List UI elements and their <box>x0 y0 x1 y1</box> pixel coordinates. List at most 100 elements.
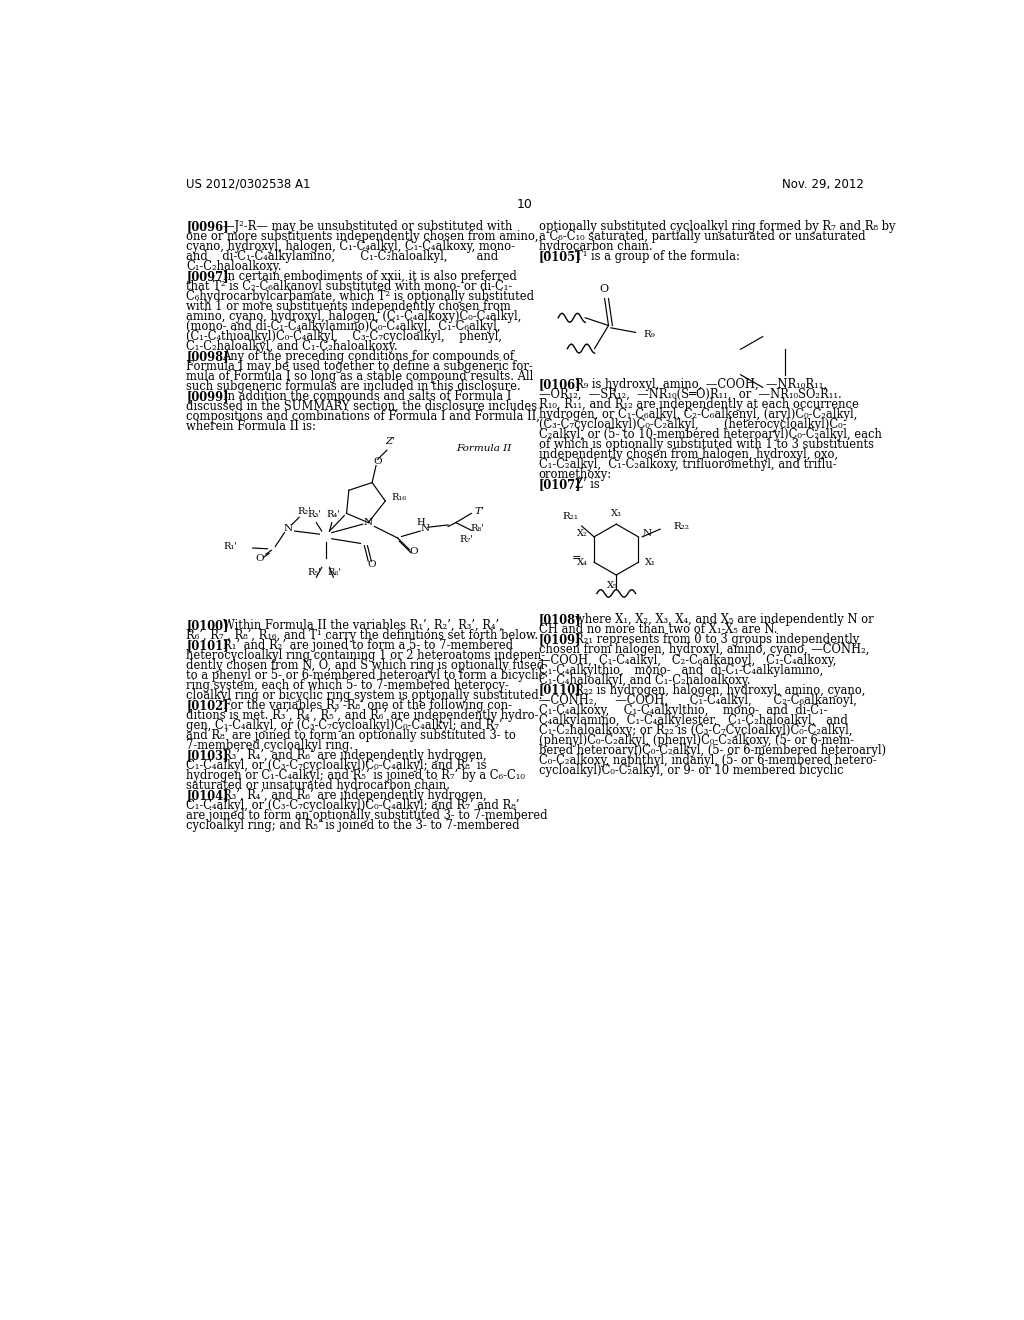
Text: oromethoxy:: oromethoxy: <box>539 469 612 480</box>
Text: of which is optionally substituted with 1 to 3 substituents: of which is optionally substituted with … <box>539 438 873 451</box>
Text: O: O <box>409 546 418 556</box>
Text: [0101]: [0101] <box>186 639 228 652</box>
Text: hydrogen, or C₁-C₆alkyl, C₂-C₆alkenyl, (aryl)C₀-C₂alkyl,: hydrogen, or C₁-C₆alkyl, C₂-C₆alkenyl, (… <box>539 408 857 421</box>
Text: [0100]: [0100] <box>186 619 228 632</box>
Text: mula of Formula I so long as a stable compound results. All: mula of Formula I so long as a stable co… <box>186 370 534 383</box>
Text: with 1 or more substituents independently chosen from: with 1 or more substituents independentl… <box>186 300 511 313</box>
Text: compositions and combinations of Formula I and Formula II,: compositions and combinations of Formula… <box>186 411 540 424</box>
Text: —COOH,  C₁-C₄alkyl,   C₂-C₆alkanoyl,   C₁-C₄alkoxy,: —COOH, C₁-C₄alkyl, C₂-C₆alkanoyl, C₁-C₄a… <box>539 653 837 667</box>
Text: T¹ is a group of the formula:: T¹ is a group of the formula: <box>575 249 740 263</box>
Text: C₁-C₂haloalkoxy; or R₂₂ is (C₃-C₇Cycloalkyl)C₀-C₂alkyl,: C₁-C₂haloalkoxy; or R₂₂ is (C₃-C₇Cycloal… <box>539 723 852 737</box>
Text: X₃: X₃ <box>610 510 622 517</box>
Text: are joined to form an optionally substituted 3- to 7-membered: are joined to form an optionally substit… <box>186 809 548 822</box>
Text: chosen from halogen, hydroxyl, amino, cyano, —CONH₂,: chosen from halogen, hydroxyl, amino, cy… <box>539 644 869 656</box>
Text: US 2012/0302538 A1: US 2012/0302538 A1 <box>186 178 310 190</box>
Text: C₁-C₂alkyl,  C₁-C₂alkoxy, trifluoromethyl, and triflu-: C₁-C₂alkyl, C₁-C₂alkoxy, trifluoromethyl… <box>539 458 837 471</box>
Text: (phenyl)C₀-C₂alkyl, (phenyl)C₀-C₂alkoxy, (5- or 6-mem-: (phenyl)C₀-C₂alkyl, (phenyl)C₀-C₂alkoxy,… <box>539 734 854 747</box>
Text: R₆’, R₇’, R₈’, R₁₆, and T¹ carry the definitions set forth below.: R₆’, R₇’, R₈’, R₁₆, and T¹ carry the def… <box>186 628 539 642</box>
Text: amino, cyano, hydroxyl, halogen, (C₁-C₄alkoxy)C₀-C₄alkyl,: amino, cyano, hydroxyl, halogen, (C₁-C₄a… <box>186 310 521 323</box>
Text: R₁₆: R₁₆ <box>391 492 407 502</box>
Text: [0096]: [0096] <box>186 220 228 234</box>
Text: dently chosen from N, O, and S which ring is optionally fused: dently chosen from N, O, and S which rin… <box>186 659 545 672</box>
Text: C₁-C₄alkyl, or (C₃-C₇cycloalkyl)C₀-C₄alkyl; and R₈’ is: C₁-C₄alkyl, or (C₃-C₇cycloalkyl)C₀-C₄alk… <box>186 759 486 772</box>
Text: X₅: X₅ <box>607 581 617 590</box>
Text: [0097]: [0097] <box>186 271 228 282</box>
Text: In certain embodiments of xxii, it is also preferred: In certain embodiments of xxii, it is al… <box>222 271 516 282</box>
Text: [0102]: [0102] <box>186 700 228 711</box>
Text: 10: 10 <box>517 198 532 211</box>
Text: [0107]: [0107] <box>539 478 582 491</box>
Text: —CONH₂,     —COOH,      C₁-C₄alkyl,      C₂-C₆alkanoyl,: —CONH₂, —COOH, C₁-C₄alkyl, C₂-C₆alkanoyl… <box>539 693 857 706</box>
Text: cloalkyl ring or bicyclic ring system is optionally substituted.: cloalkyl ring or bicyclic ring system is… <box>186 689 543 702</box>
Text: and R₈’ are joined to form an optionally substituted 3- to: and R₈’ are joined to form an optionally… <box>186 729 516 742</box>
Text: [0103]: [0103] <box>186 748 228 762</box>
Text: —OR₁₂,  —SR₁₂,  —NR₁₀(S═O)R₁₁,  or  —NR₁₀SO₂R₁₁.: —OR₁₂, —SR₁₂, —NR₁₀(S═O)R₁₁, or —NR₁₀SO₂… <box>539 388 842 401</box>
Text: and    di-C₁-C₄alkylamino,       C₁-C₂haloalkyl,        and: and di-C₁-C₄alkylamino, C₁-C₂haloalkyl, … <box>186 249 499 263</box>
Text: R₆': R₆' <box>328 568 342 577</box>
Text: N: N <box>284 524 293 533</box>
Text: ring system, each of which 5- to 7-membered heterocy-: ring system, each of which 5- to 7-membe… <box>186 678 509 692</box>
Text: [0108]: [0108] <box>539 614 582 627</box>
Text: R₉ is hydroxyl, amino, —COOH,  —NR₁₀R₁₁,: R₉ is hydroxyl, amino, —COOH, —NR₁₀R₁₁, <box>575 378 827 391</box>
Text: Nov. 29, 2012: Nov. 29, 2012 <box>782 178 864 190</box>
Text: heterocycloalkyl ring containing 1 or 2 heteroatoms indepen-: heterocycloalkyl ring containing 1 or 2 … <box>186 649 545 661</box>
Text: [0109]: [0109] <box>539 634 582 647</box>
Text: such subgeneric formulas are included in this disclosure.: such subgeneric formulas are included in… <box>186 380 521 393</box>
Text: R₂₁: R₂₁ <box>563 512 579 520</box>
Text: ditions is met. R₃’, R₄’, R₅’, and R₆’ are independently hydro-: ditions is met. R₃’, R₄’, R₅’, and R₆’ a… <box>186 709 539 722</box>
Text: to a phenyl or 5- or 6-membered heteroaryl to form a bicyclic: to a phenyl or 5- or 6-membered heteroar… <box>186 669 545 682</box>
Text: X₄: X₄ <box>578 558 588 566</box>
Text: hydrogen or C₁-C₄alkyl; and R₅’ is joined to R₇’ by a C₆-C₁₀: hydrogen or C₁-C₄alkyl; and R₅’ is joine… <box>186 770 525 781</box>
Text: Z’ is: Z’ is <box>575 478 600 491</box>
Text: C₁-C₄alkyl, or (C₃-C₇cycloalkyl)C₀-C₄alkyl; and R₇’ and R₈’: C₁-C₄alkyl, or (C₃-C₇cycloalkyl)C₀-C₄alk… <box>186 799 519 812</box>
Text: a C₆-C₁₀ saturated, partially unsaturated or unsaturated: a C₆-C₁₀ saturated, partially unsaturate… <box>539 230 865 243</box>
Text: R₉: R₉ <box>643 330 655 339</box>
Text: cycloalkyl ring; and R₅’ is joined to the 3- to 7-membered: cycloalkyl ring; and R₅’ is joined to th… <box>186 818 520 832</box>
Text: hydrocarbon chain.: hydrocarbon chain. <box>539 240 652 253</box>
Text: O: O <box>368 561 377 569</box>
Text: saturated or unsaturated hydrocarbon chain.: saturated or unsaturated hydrocarbon cha… <box>186 779 451 792</box>
Text: R₃': R₃' <box>307 511 321 519</box>
Text: where X₁, X₂, X₃, X₄, and X₅ are independently N or: where X₁, X₂, X₃, X₄, and X₅ are indepen… <box>575 614 873 627</box>
Text: R₁’ and R₂’ are joined to form a 5- to 7-membered: R₁’ and R₂’ are joined to form a 5- to 7… <box>222 639 513 652</box>
Text: R₃’, R₄’, and R₆’ are independently hydrogen,: R₃’, R₄’, and R₆’ are independently hydr… <box>222 789 486 803</box>
Text: [0099]: [0099] <box>186 391 228 403</box>
Text: R₁': R₁' <box>223 543 238 550</box>
Text: C₁-C₂haloalkyl, and C₁-C₂haloalkoxy.: C₁-C₂haloalkyl, and C₁-C₂haloalkoxy. <box>186 341 397 354</box>
Text: R₇': R₇' <box>460 535 474 544</box>
Text: independently chosen from halogen, hydroxyl, oxo,: independently chosen from halogen, hydro… <box>539 447 838 461</box>
Text: C₂alkyl, or (5- to 10-membered heteroaryl)C₀-C₂alkyl, each: C₂alkyl, or (5- to 10-membered heteroary… <box>539 428 882 441</box>
Text: R₈': R₈' <box>470 524 484 533</box>
Text: optionally substituted cycloalkyl ring formed by R₇ and R₈ by: optionally substituted cycloalkyl ring f… <box>539 220 895 234</box>
Text: C₄alkylamino,  C₁-C₄alkylester,   C₁-C₂haloalkyl,   and: C₄alkylamino, C₁-C₄alkylester, C₁-C₂halo… <box>539 714 848 726</box>
Text: Any of the preceding conditions for compounds of: Any of the preceding conditions for comp… <box>222 350 515 363</box>
Text: T': T' <box>474 507 484 516</box>
Text: cycloalkyl)C₀-C₂alkyl, or 9- or 10 membered bicyclic: cycloalkyl)C₀-C₂alkyl, or 9- or 10 membe… <box>539 763 843 776</box>
Text: discussed in the SUMMARY section, the disclosure includes: discussed in the SUMMARY section, the di… <box>186 400 538 413</box>
Text: N: N <box>642 528 651 537</box>
Text: R₂₂ is hydrogen, halogen, hydroxyl, amino, cyano,: R₂₂ is hydrogen, halogen, hydroxyl, amin… <box>575 684 865 697</box>
Text: (mono- and di-C₁-C₄alkylamino)C₀-C₄alkyl,  C₁-C₆alkyl,: (mono- and di-C₁-C₄alkylamino)C₀-C₄alkyl… <box>186 321 501 333</box>
Text: O: O <box>255 554 264 564</box>
Text: gen, C₁-C₄alkyl, or (C₃-C₇cycloalkyl)C₀-C₄alkyl; and R₇’: gen, C₁-C₄alkyl, or (C₃-C₇cycloalkyl)C₀-… <box>186 719 503 733</box>
Text: For the variables R₃’-R₈’ one of the following con-: For the variables R₃’-R₈’ one of the fol… <box>222 700 512 711</box>
Text: C₀-C₂alkoxy, naphthyl, indanyl, (5- or 6-membered hetero-: C₀-C₂alkoxy, naphthyl, indanyl, (5- or 6… <box>539 754 877 767</box>
Text: 7-membered cycloalkyl ring.: 7-membered cycloalkyl ring. <box>186 739 353 752</box>
Text: X₂: X₂ <box>578 528 588 537</box>
Text: H: H <box>417 519 425 527</box>
Text: C₁-C₄alkoxy,    C₁-C₄alkylthio,    mono-  and  di-C₁-: C₁-C₄alkoxy, C₁-C₄alkylthio, mono- and d… <box>539 704 827 717</box>
Text: R₄': R₄' <box>327 511 340 519</box>
Text: [0105]: [0105] <box>539 249 582 263</box>
Text: Z': Z' <box>385 437 395 446</box>
Text: R₅': R₅' <box>307 568 321 577</box>
Text: C₁-C₄haloalkyl, and C₁-C₂haloalkoxy.: C₁-C₄haloalkyl, and C₁-C₂haloalkoxy. <box>539 673 751 686</box>
Text: bered heteroaryl)C₀-C₂alkyl, (5- or 6-membered heteroaryl): bered heteroaryl)C₀-C₂alkyl, (5- or 6-me… <box>539 743 886 756</box>
Text: (C₁-C₄thioalkyl)C₀-C₄alkyl,    C₃-C₇cycloalkyl,    phenyl,: (C₁-C₄thioalkyl)C₀-C₄alkyl, C₃-C₇cycloal… <box>186 330 502 343</box>
Text: one or more substituents independently chosen from amino,: one or more substituents independently c… <box>186 230 539 243</box>
Text: [0098]: [0098] <box>186 350 228 363</box>
Text: C₁-C₂haloalkoxy.: C₁-C₂haloalkoxy. <box>186 260 282 273</box>
Text: R₃’, R₄’, and R₆’ are independently hydrogen,: R₃’, R₄’, and R₆’ are independently hydr… <box>222 748 486 762</box>
Text: In addition the compounds and salts of Formula I: In addition the compounds and salts of F… <box>222 391 511 403</box>
Text: R₂₁ represents from 0 to 3 groups independently: R₂₁ represents from 0 to 3 groups indepe… <box>575 634 859 647</box>
Text: O: O <box>599 284 608 294</box>
